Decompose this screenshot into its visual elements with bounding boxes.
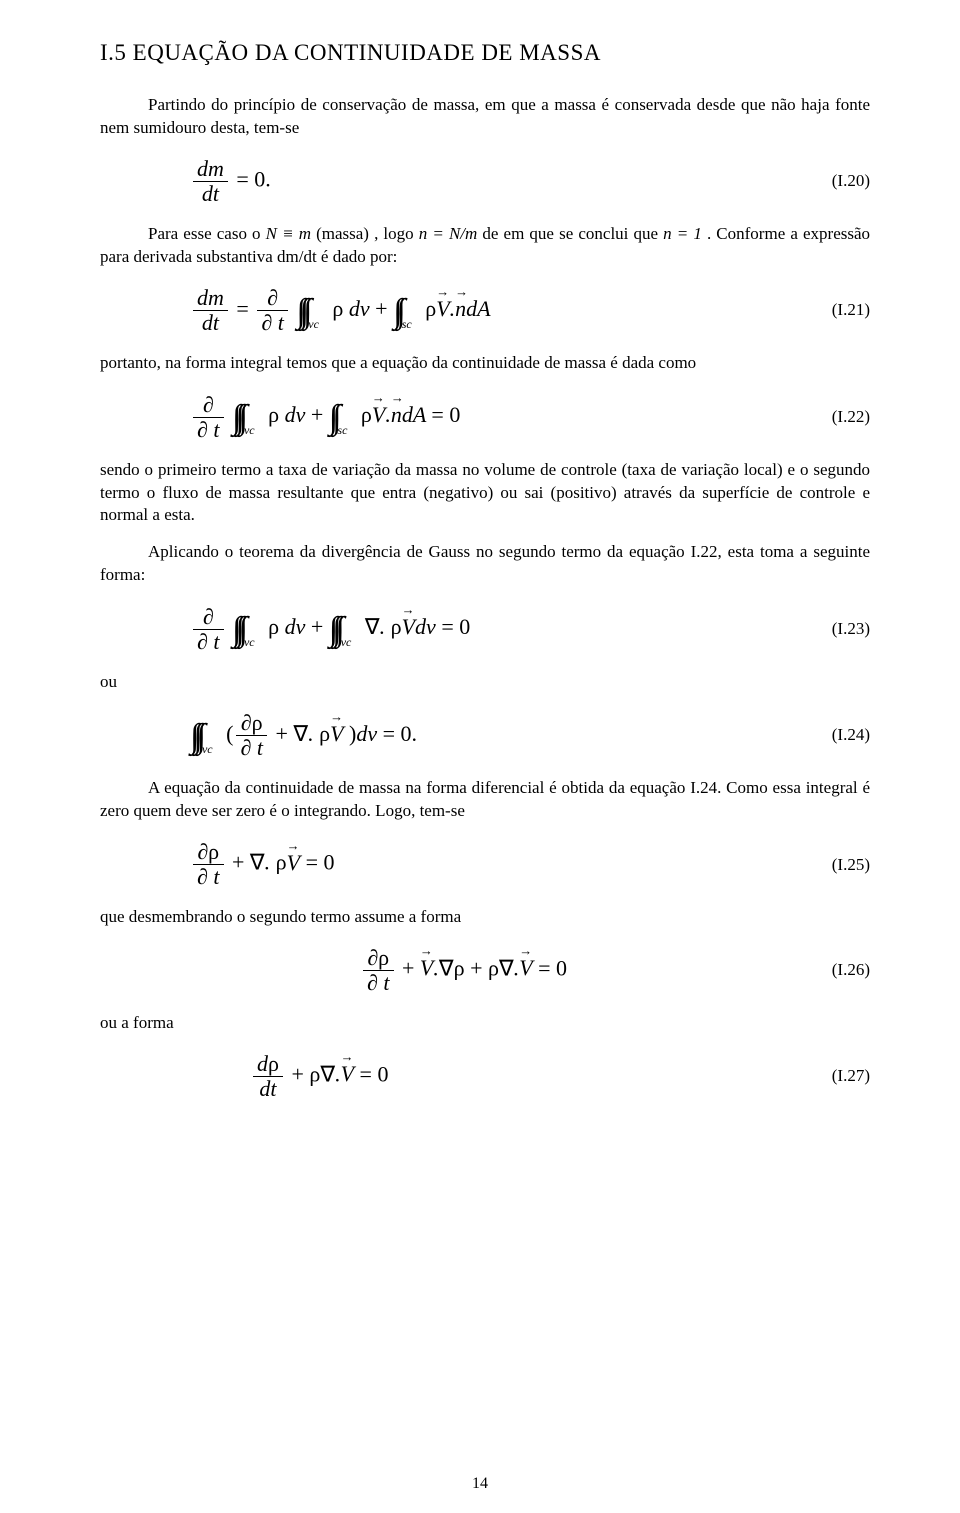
paragraph-2: Para esse caso o N ≡ m (massa) , logo n … — [100, 223, 870, 269]
equation-row-25: ∂ρ∂ t + ∇. ρV = 0 (I.25) — [100, 841, 870, 888]
inline-math: n = 1 — [663, 224, 702, 243]
paragraph-6: A equação da continuidade de massa na fo… — [100, 777, 870, 823]
equation-body-26: ∂ρ∂ t + V.∇ρ + ρ∇.V = 0 — [100, 947, 812, 994]
equation-row-24: ∫∫∫vc (∂ρ∂ t + ∇. ρV )dv = 0. (I.24) — [100, 712, 870, 759]
equation-row-23: ∂∂ t ∫∫∫vc ρ dv + ∫∫∫vc ∇. ρVdv = 0 (I.2… — [100, 605, 870, 652]
equation-row-21: dmdt = ∂∂ t ∫∫∫vc ρ dv + ∫∫sc ρV.ndA (I.… — [100, 287, 870, 334]
inline-math: n = N/m — [419, 224, 478, 243]
equation-row-27: dρdt + ρ∇.V = 0 (I.27) — [100, 1053, 870, 1100]
equation-number-25: (I.25) — [812, 855, 870, 875]
paragraph-intro: Partindo do princípio de conservação de … — [100, 94, 870, 140]
equation-number-26: (I.26) — [812, 960, 870, 980]
paragraph-5: Aplicando o teorema da divergência de Ga… — [100, 541, 870, 587]
equation-body-24: ∫∫∫vc (∂ρ∂ t + ∇. ρV )dv = 0. — [100, 712, 812, 759]
text: de em que se conclui que — [482, 224, 663, 243]
equation-body-20: dmdt = 0. — [100, 158, 812, 205]
section-title: I.5 EQUAÇÃO DA CONTINUIDADE DE MASSA — [100, 40, 870, 66]
paragraph-7: que desmembrando o segundo termo assume … — [100, 906, 870, 929]
equation-body-25: ∂ρ∂ t + ∇. ρV = 0 — [100, 841, 812, 888]
paragraph-3: portanto, na forma integral temos que a … — [100, 352, 870, 375]
equation-number-23: (I.23) — [812, 619, 870, 639]
equation-number-20: (I.20) — [812, 171, 870, 191]
equation-number-22: (I.22) — [812, 407, 870, 427]
text: (massa) , logo — [316, 224, 419, 243]
page: I.5 EQUAÇÃO DA CONTINUIDADE DE MASSA Par… — [0, 0, 960, 1513]
equation-number-21: (I.21) — [812, 300, 870, 320]
equation-number-24: (I.24) — [812, 725, 870, 745]
equation-number-27: (I.27) — [812, 1066, 870, 1086]
text: Para esse caso o — [148, 224, 266, 243]
inline-math: N ≡ m — [266, 224, 311, 243]
paragraph-4: sendo o primeiro termo a taxa de variaçã… — [100, 459, 870, 528]
ou-1: ou — [100, 671, 870, 694]
equation-row-26: ∂ρ∂ t + V.∇ρ + ρ∇.V = 0 (I.26) — [100, 947, 870, 994]
equation-body-27: dρdt + ρ∇.V = 0 — [100, 1053, 812, 1100]
equation-row-20: dmdt = 0. (I.20) — [100, 158, 870, 205]
equation-body-21: dmdt = ∂∂ t ∫∫∫vc ρ dv + ∫∫sc ρV.ndA — [100, 287, 812, 334]
equation-body-22: ∂∂ t ∫∫∫vc ρ dv + ∫∫sc ρV.ndA = 0 — [100, 393, 812, 440]
equation-body-23: ∂∂ t ∫∫∫vc ρ dv + ∫∫∫vc ∇. ρVdv = 0 — [100, 605, 812, 652]
page-number: 14 — [0, 1475, 960, 1493]
equation-row-22: ∂∂ t ∫∫∫vc ρ dv + ∫∫sc ρV.ndA = 0 (I.22) — [100, 393, 870, 440]
paragraph-8: ou a forma — [100, 1012, 870, 1035]
